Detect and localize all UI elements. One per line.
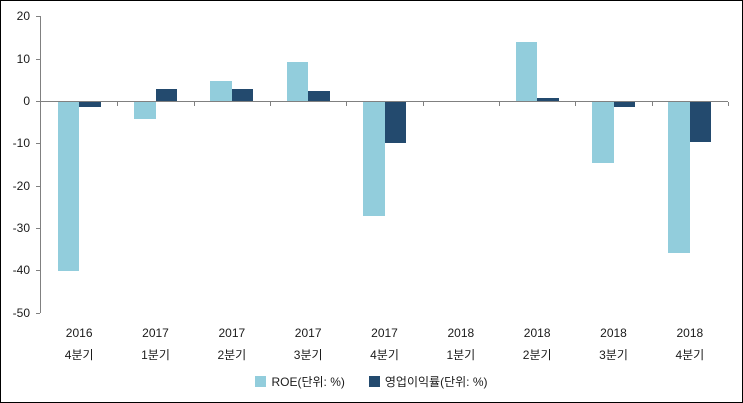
x-axis-category-label-line: 3분기 [599,348,628,362]
x-axis-category-label: 2017 2분기 [194,322,270,366]
bar-opm [155,89,177,101]
bar-opm [384,102,406,144]
legend-item-opm: 영업이익률(단위: %) [368,373,488,390]
x-axis-tick [422,102,424,106]
y-axis-tick-label: 0 [23,94,30,108]
bar-roe [57,102,80,271]
y-axis-tick-label: -30 [12,221,30,236]
x-axis-category-label-line: 4분기 [370,348,399,362]
bar-opm [308,90,330,101]
x-axis-category-label-line: 2018 [676,326,704,340]
x-axis-category-label: 2018 4분기 [652,322,728,366]
y-axis-tick [36,228,40,230]
x-axis-category-label: 2017 4분기 [347,322,423,366]
bar-roe [668,102,690,253]
x-axis-category-label-line: 2017 [142,326,169,340]
x-axis-category-label-line: 2분기 [217,348,247,362]
legend-label-roe: ROE(단위: %) [271,375,345,389]
x-axis-category-label-line: 2017 [371,326,398,340]
bar-opm [231,88,254,101]
y-axis-tick-label: -20 [12,178,30,193]
x-axis-tick [346,102,348,106]
bar-opm [537,97,559,101]
y-axis-tick-label: 20 [16,9,30,24]
legend-swatch-roe-icon [255,376,267,387]
x-axis-category-label-line: 4분기 [64,348,94,362]
x-axis-category-label-line: 2017 [218,326,246,340]
bar-roe [515,41,538,101]
x-axis-category-label-line: 2018 [523,326,551,340]
y-axis-tick [36,270,40,272]
bar-opm [689,102,712,142]
x-axis-category-label-line: 1분기 [446,348,476,362]
y-axis-line [40,16,41,313]
bar-roe [286,61,309,101]
x-axis-category-label-line: 2016 [65,326,93,340]
y-axis-tick [36,58,40,60]
x-axis-category-label-line: 3분기 [293,348,323,362]
x-axis-category-label: 2017 1분기 [118,322,194,366]
x-axis-tick [575,102,577,106]
legend: ROE(단위: %) 영업이익률(단위: %) [1,373,742,390]
bar-roe [134,102,156,119]
x-axis-category-label: 2016 4분기 [41,322,117,366]
y-axis-tick-label: 10 [16,51,30,66]
x-axis-category-label: 2018 2분기 [499,322,575,366]
x-axis-category-label-line: 4분기 [675,348,705,362]
y-axis-tick-label: -10 [12,136,30,151]
legend-label-opm: 영업이익률(단위: %) [384,375,488,389]
x-axis-category-label-line: 2018 [600,326,627,340]
y-axis-tick [36,143,40,145]
y-axis-tick-label: -50 [12,305,30,320]
x-axis-tick [651,102,653,106]
x-axis-line [41,101,728,102]
y-axis-tick [36,312,40,314]
x-axis-category-label: 2018 1분기 [423,322,499,366]
legend-swatch-opm-icon [368,376,380,387]
bar-opm [79,102,101,108]
x-axis-category-label-line: 2017 [294,326,322,340]
legend-item-roe: ROE(단위: %) [255,373,345,390]
x-axis-category-label-line: 2분기 [522,348,552,362]
x-axis-tick [728,102,729,106]
x-axis-category-label: 2018 3분기 [576,322,652,366]
bar-roe [210,80,232,101]
x-axis-tick [117,102,119,106]
y-axis-tick-label: -40 [12,263,30,278]
x-axis-tick [499,102,500,106]
y-axis-tick [36,101,40,102]
x-axis-category-label: 2017 3분기 [270,322,346,366]
x-axis-tick [270,102,271,106]
y-axis-tick [36,16,40,18]
x-axis-category-label-line: 1분기 [141,348,170,362]
bar-roe [592,102,614,163]
x-axis-category-label-line: 2018 [447,326,475,340]
y-axis-tick [36,185,40,187]
bar-opm [613,102,635,108]
bar-roe [363,102,385,217]
x-axis-tick [193,102,195,106]
